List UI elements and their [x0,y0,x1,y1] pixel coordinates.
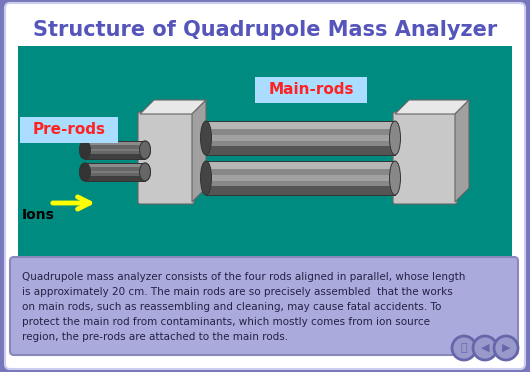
Text: ◀: ◀ [481,343,489,353]
Bar [206,161,395,169]
Text: Quadrupole mass analyzer consists of the four rods aligned in parallel, whose le: Quadrupole mass analyzer consists of the… [22,272,465,282]
Bar [85,141,145,159]
Ellipse shape [80,141,91,159]
Bar [85,163,145,181]
FancyBboxPatch shape [10,257,518,355]
Text: protect the main rod from contaminants, which mostly comes from ion source: protect the main rod from contaminants, … [22,317,430,327]
Bar [206,161,395,195]
Circle shape [473,336,497,360]
Ellipse shape [200,161,211,195]
Bar [85,163,145,181]
Bar [206,176,395,180]
Text: on main rods, such as reassembling and cleaning, may cause fatal accidents. To: on main rods, such as reassembling and c… [22,302,441,312]
Ellipse shape [139,141,151,159]
Bar [85,154,145,159]
Bar [85,141,145,145]
Bar [85,154,145,159]
FancyBboxPatch shape [5,3,525,369]
Bar [206,121,395,155]
Bar [85,141,145,159]
Ellipse shape [80,163,91,181]
Bar [85,171,145,173]
Text: ⏮: ⏮ [461,343,467,353]
Circle shape [452,336,476,360]
Circle shape [494,336,518,360]
FancyBboxPatch shape [20,117,118,143]
Polygon shape [192,100,206,202]
Bar [85,141,145,159]
FancyBboxPatch shape [393,112,457,204]
Bar [85,149,145,151]
Ellipse shape [139,163,151,181]
Bar [85,149,145,151]
Polygon shape [455,100,469,202]
Ellipse shape [200,121,211,155]
Bar [85,163,145,181]
Bar [85,176,145,181]
Bar [85,141,145,159]
Bar [85,163,145,167]
FancyBboxPatch shape [255,77,367,103]
Ellipse shape [80,163,91,181]
Bar [85,163,145,181]
Bar [206,121,395,155]
Text: Ions: Ions [22,208,55,222]
Ellipse shape [390,161,401,195]
Text: Pre-rods: Pre-rods [32,122,105,138]
Bar [206,146,395,155]
Bar [206,186,395,195]
Text: ▶: ▶ [502,343,510,353]
Bar [206,135,395,141]
Bar [85,163,145,167]
Ellipse shape [80,141,91,159]
Ellipse shape [390,121,401,155]
Bar [85,176,145,181]
Bar [206,161,395,195]
Bar [85,141,145,145]
Text: region, the pre-rods are attached to the main rods.: region, the pre-rods are attached to the… [22,332,288,342]
Polygon shape [140,100,206,114]
Text: is approximately 20 cm. The main rods are so precisely assembled  that the works: is approximately 20 cm. The main rods ar… [22,287,453,297]
Bar [85,171,145,173]
Text: Main-rods: Main-rods [268,83,354,97]
Ellipse shape [139,141,151,159]
Polygon shape [395,100,469,114]
FancyBboxPatch shape [18,46,512,256]
FancyBboxPatch shape [138,112,194,204]
Text: Structure of Quadrupole Mass Analyzer: Structure of Quadrupole Mass Analyzer [33,20,497,40]
Bar [206,121,395,129]
Ellipse shape [139,163,151,181]
